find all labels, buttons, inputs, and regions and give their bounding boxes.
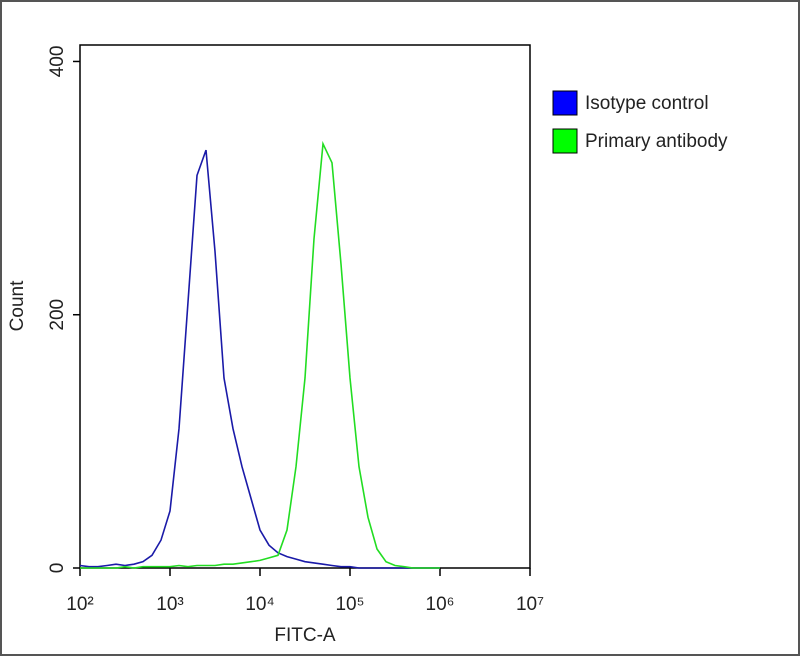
x-tick-label: 10³: [156, 594, 183, 615]
x-tick-label: 10⁷: [516, 594, 544, 615]
y-tick-label: 400: [47, 46, 68, 78]
legend-swatch: [552, 128, 578, 154]
x-tick-label: 10⁴: [245, 594, 274, 615]
legend-swatch: [552, 90, 578, 116]
y-tick-label: 200: [47, 299, 68, 331]
histogram-line: [80, 140, 440, 569]
x-tick-label: 10⁶: [426, 594, 455, 615]
legend-label: Primary antibody: [585, 131, 728, 152]
x-axis-label: FITC-A: [274, 625, 336, 646]
x-tick-label: 10⁵: [335, 594, 364, 615]
y-axis-label: Count: [7, 280, 28, 331]
plot-area: [79, 44, 531, 569]
legend-label: Isotype control: [585, 93, 709, 114]
y-tick-label: 0: [47, 563, 68, 574]
histogram-line: [79, 149, 440, 569]
x-tick-label: 10²: [66, 594, 93, 615]
